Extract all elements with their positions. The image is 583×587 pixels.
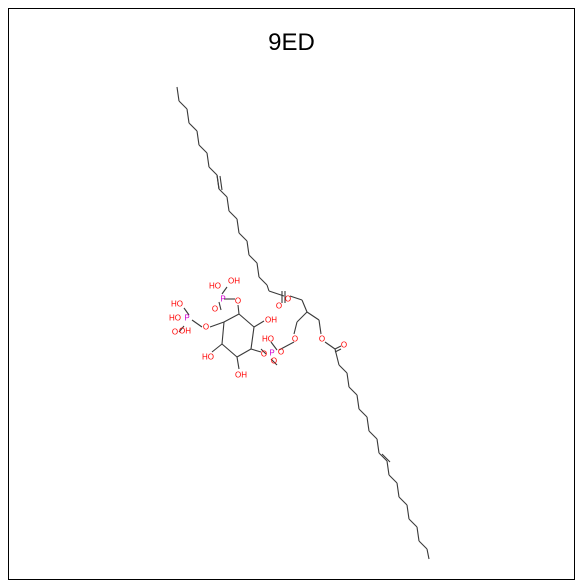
acyl-chain-bond <box>218 188 228 198</box>
acyl-chain-bond <box>236 218 240 234</box>
double-bond <box>381 453 391 463</box>
oxygen-label: O <box>292 335 298 344</box>
molecule-frame: 9ED O O O O O O P HO O O OH OH HO O P OH HO O O P HO HO O OH <box>8 8 575 580</box>
acyl-chain-bond <box>196 130 200 146</box>
acyl-chain-bond <box>406 504 410 520</box>
acyl-chain-bond <box>396 482 400 498</box>
acyl-chain-bond <box>206 152 210 168</box>
ring-oh-bond <box>236 356 240 370</box>
acyl-chain-bond <box>376 438 380 454</box>
inositol-ring-bond <box>223 313 240 323</box>
oxygen-label: O <box>235 297 241 306</box>
acyl-chain-bond <box>418 540 428 550</box>
oxygen-label: O <box>278 348 284 357</box>
acyl-chain-bond <box>176 86 180 102</box>
inositol-ring-bond <box>238 313 255 328</box>
acyl-chain-bond <box>358 408 368 418</box>
ring-o-bond <box>250 348 262 353</box>
acyl-chain-bond <box>334 348 340 366</box>
inositol-ring-bond <box>250 326 255 350</box>
acyl-chain-bond <box>246 240 250 256</box>
glycerol-bond <box>301 299 308 313</box>
double-bond <box>216 174 220 190</box>
acyl-chain-bond <box>398 496 408 506</box>
phosphate-bond <box>270 358 278 366</box>
hydroxyl-label: OH <box>228 277 240 286</box>
ring-oh-bond <box>211 343 223 353</box>
phosphate-bond <box>221 286 228 295</box>
acyl-chain-bond <box>378 452 388 462</box>
inositol-ring-bond <box>236 348 252 358</box>
acyl-chain-bond <box>228 210 238 220</box>
acyl-chain-bond <box>226 196 230 212</box>
oxygen-label: O <box>319 335 325 344</box>
phosphorus-label: P <box>184 314 189 323</box>
carbonyl-bond <box>334 345 342 350</box>
inositol-ring-bond <box>221 321 225 345</box>
phosphate-bond <box>278 341 295 351</box>
acyl-chain-bond <box>178 100 188 110</box>
acyl-chain-bond <box>408 518 418 528</box>
ester-bond <box>324 341 336 350</box>
ring-o-bond <box>237 304 240 315</box>
glycerol-bond <box>293 321 298 335</box>
acyl-chain-bond <box>416 526 420 542</box>
glycerol-bond <box>296 311 308 323</box>
phosphorus-label: P <box>220 295 225 304</box>
acyl-chain-bond <box>258 276 268 286</box>
acyl-chain-bond <box>368 430 378 440</box>
oxygen-label: O <box>172 328 178 337</box>
acyl-chain-bond <box>338 364 348 374</box>
acyl-chain-bond <box>426 548 430 560</box>
oxygen-label: O <box>212 305 218 314</box>
hydroxyl-label: HO <box>209 282 221 291</box>
acyl-chain-bond <box>386 460 390 476</box>
glycerol-bond <box>306 311 320 321</box>
phosphate-bond <box>218 301 222 311</box>
hydroxyl-label: HO <box>202 353 214 362</box>
oxygen-label: O <box>203 323 209 332</box>
glycerol-bond <box>318 319 322 335</box>
phosphorus-label: P <box>269 349 274 358</box>
acyl-chain-bond <box>186 108 190 124</box>
acyl-chain-bond <box>188 122 198 132</box>
oxygen-label: O <box>285 295 291 304</box>
phosphate-bond <box>183 307 190 316</box>
molecule-title: 9ED <box>268 29 315 56</box>
ring-o-bond <box>209 321 225 328</box>
hydroxyl-label: OH <box>265 316 277 325</box>
ester-bond <box>289 295 303 301</box>
acyl-chain-bond <box>198 144 208 154</box>
acyl-chain-bond <box>366 416 370 432</box>
hydroxyl-label: OH <box>235 371 247 380</box>
acyl-chain-bond <box>356 394 360 410</box>
acyl-chain-bond <box>266 284 270 292</box>
double-bond <box>219 175 223 191</box>
acyl-chain-bond <box>346 372 350 388</box>
oxygen-label: O <box>271 357 277 366</box>
acyl-chain-bond <box>348 386 358 396</box>
acyl-chain-bond <box>256 262 260 278</box>
oxygen-label: O <box>261 350 267 359</box>
hydroxyl-label: HO <box>262 335 274 344</box>
hydroxyl-label: HO <box>169 314 181 323</box>
acyl-chain-bond <box>248 254 258 264</box>
hydroxyl-label: OH <box>179 327 191 336</box>
hydroxyl-label: HO <box>171 300 183 309</box>
phosphate-bond <box>191 319 203 328</box>
oxygen-label: O <box>276 302 282 311</box>
inositol-ring-bond <box>221 343 238 358</box>
acyl-chain-bond <box>238 232 248 242</box>
oxygen-label: O <box>341 341 347 350</box>
phosphate-bond <box>178 325 185 333</box>
phosphate-bond <box>260 348 267 355</box>
ring-oh-bond <box>253 320 265 328</box>
acyl-chain-bond <box>208 166 218 176</box>
bond-layer <box>176 86 430 560</box>
phosphate-bond <box>270 341 278 351</box>
acyl-chain-bond <box>388 474 398 484</box>
